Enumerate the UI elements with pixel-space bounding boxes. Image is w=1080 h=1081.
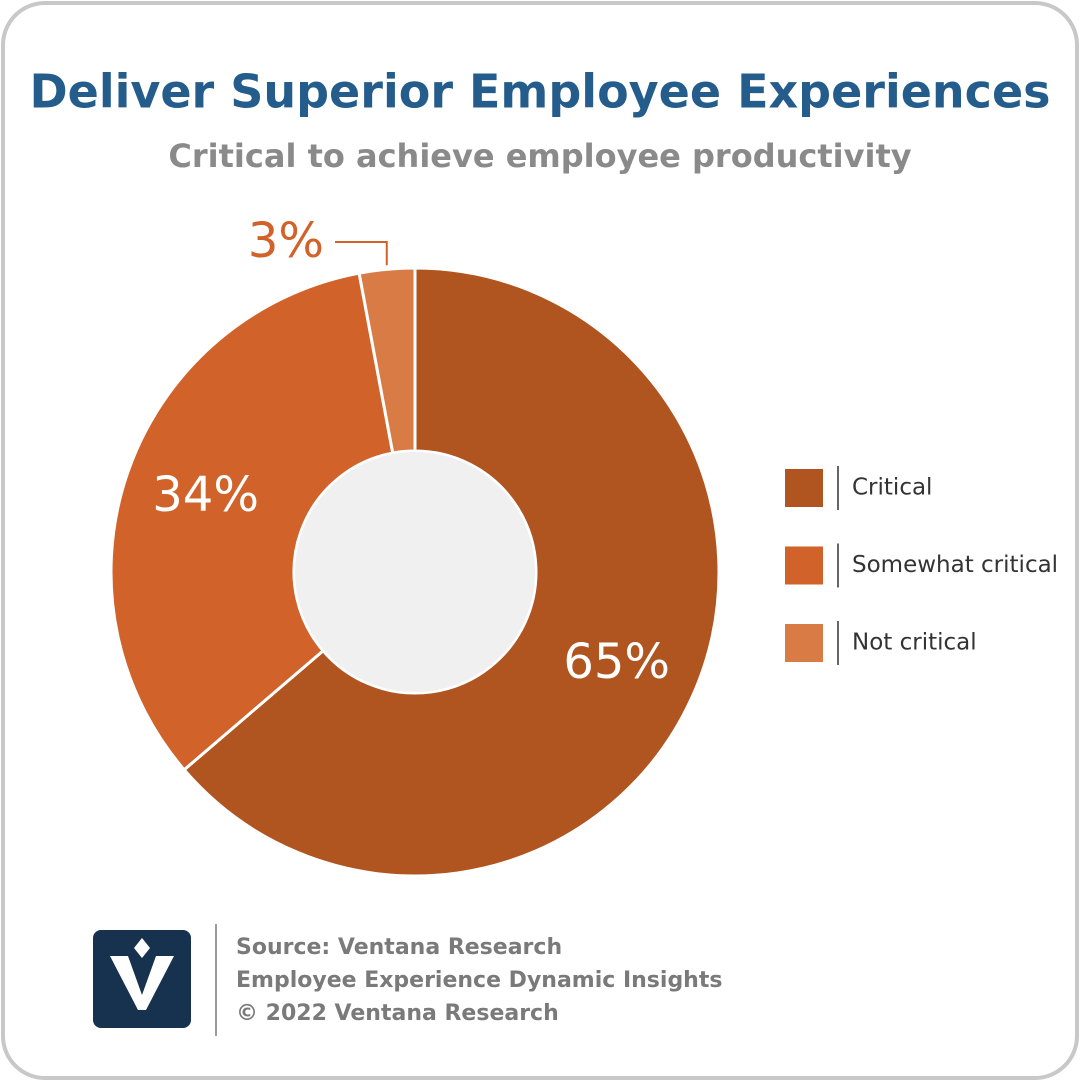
donut-hole	[295, 452, 535, 692]
donut-slice	[357, 266, 417, 455]
logo	[93, 930, 191, 1028]
footer-line: Employee Experience Dynamic Insights	[236, 968, 722, 993]
legend-swatch	[785, 546, 823, 585]
leader-line	[335, 241, 388, 266]
legend-label: Somewhat critical	[852, 552, 1058, 578]
legend-swatch	[785, 624, 823, 662]
donut-slice	[109, 271, 395, 772]
chart-subtitle: Critical to achieve employee productivit…	[168, 137, 911, 175]
data-label: 65%	[563, 634, 670, 690]
chart-title: Deliver Superior Employee Experiences	[29, 65, 1050, 119]
footer-line: Source: Ventana Research	[236, 935, 562, 960]
data-label: 34%	[152, 467, 259, 523]
legend-swatch	[785, 469, 823, 507]
data-label: 3%	[248, 213, 324, 269]
donut-slice	[182, 266, 721, 878]
legend-label: Critical	[852, 475, 932, 501]
logo-mark	[110, 956, 174, 1010]
footer-line: © 2022 Ventana Research	[236, 1001, 559, 1026]
logo-diamond	[134, 938, 150, 958]
legend-label: Not critical	[852, 630, 977, 656]
